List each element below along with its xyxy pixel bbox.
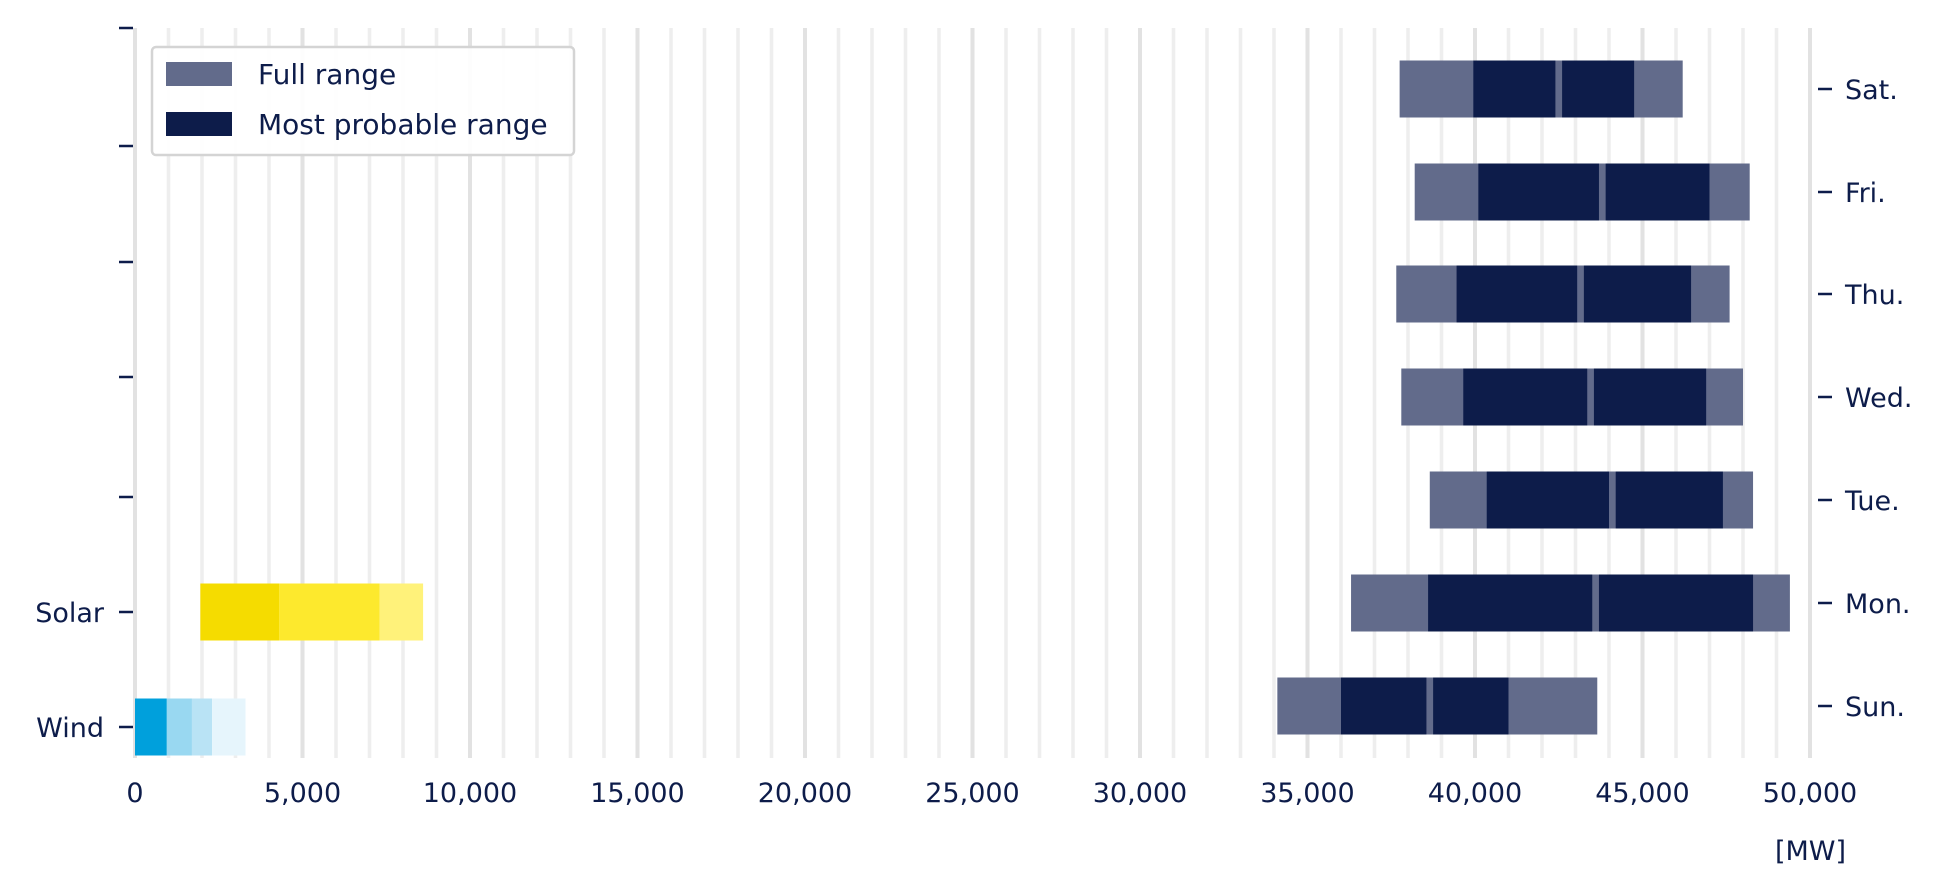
x-tick-label: 25,000 bbox=[925, 778, 1019, 809]
most-probable-range-bar bbox=[1473, 60, 1556, 118]
right-category-label: Sun. bbox=[1845, 692, 1905, 723]
most-probable-range-bar bbox=[1605, 163, 1710, 221]
most-probable-range-bar bbox=[1583, 265, 1692, 323]
most-probable-range-bar bbox=[1615, 471, 1723, 529]
most-probable-range-bar bbox=[1593, 368, 1707, 426]
solar-range-segment bbox=[200, 583, 280, 641]
most-probable-range-bar bbox=[1598, 574, 1754, 632]
x-tick-label: 35,000 bbox=[1260, 778, 1354, 809]
bars bbox=[135, 60, 1790, 756]
most-probable-range-bar bbox=[1456, 265, 1578, 323]
right-category-label: Fri. bbox=[1845, 178, 1886, 209]
right-category-label: Wed. bbox=[1845, 383, 1912, 414]
x-tick-label: 15,000 bbox=[590, 778, 684, 809]
left-category-label: Wind bbox=[36, 713, 104, 744]
x-tick-label: 10,000 bbox=[423, 778, 517, 809]
most-probable-range-bar bbox=[1428, 574, 1593, 632]
wind-range-segment bbox=[166, 698, 192, 756]
most-probable-range-bar bbox=[1562, 60, 1635, 118]
most-probable-range-bar bbox=[1478, 163, 1599, 221]
legend-box bbox=[150, 45, 576, 157]
right-category-label: Tue. bbox=[1844, 486, 1900, 517]
most-probable-range-bar bbox=[1341, 677, 1427, 735]
wind-range-segment bbox=[212, 698, 246, 756]
solar-range-segment bbox=[379, 583, 424, 641]
x-axis-label: [MW] bbox=[1775, 836, 1846, 867]
most-probable-range-bar bbox=[1433, 677, 1509, 735]
x-tick-label: 0 bbox=[126, 778, 143, 809]
right-category-label: Thu. bbox=[1844, 280, 1904, 311]
axes: 0 5,000 10,000 15,000 20,000 25,000 30,000 35,0… bbox=[35, 26, 1912, 809]
x-tick-label: 5,000 bbox=[264, 778, 341, 809]
x-tick-label: 50,000 bbox=[1763, 778, 1857, 809]
right-category-label: Mon. bbox=[1845, 589, 1911, 620]
left-category-label: Solar bbox=[35, 598, 105, 629]
most-probable-range-bar bbox=[1463, 368, 1588, 426]
solar-range-segment bbox=[279, 583, 380, 641]
x-tick-label: 20,000 bbox=[758, 778, 852, 809]
wind-range-segment bbox=[191, 698, 213, 756]
legend-swatch-full-range bbox=[166, 62, 232, 86]
x-tick-label: 40,000 bbox=[1428, 778, 1522, 809]
legend-swatch-most-probable-range bbox=[166, 112, 232, 136]
most-probable-range-bar bbox=[1486, 471, 1609, 529]
right-category-label: Sat. bbox=[1845, 75, 1898, 106]
x-tick-label: 45,000 bbox=[1595, 778, 1689, 809]
x-tick-label: 30,000 bbox=[1093, 778, 1187, 809]
legend: Full range Most probable range bbox=[150, 45, 576, 157]
wind-range-segment bbox=[135, 698, 167, 756]
legend-label-full-range: Full range bbox=[258, 58, 396, 91]
legend-label-most-probable-range: Most probable range bbox=[258, 108, 548, 141]
